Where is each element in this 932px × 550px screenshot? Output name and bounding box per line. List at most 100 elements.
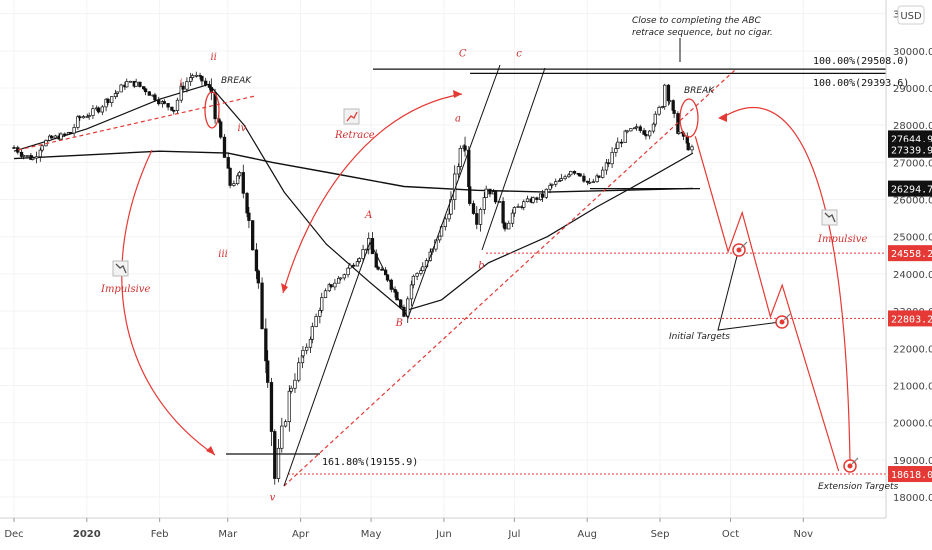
candle-body xyxy=(623,130,627,143)
initial-targets-label: Initial Targets xyxy=(669,332,730,342)
candle-body xyxy=(516,206,520,208)
candle-body xyxy=(329,284,333,288)
extension-arc xyxy=(721,107,851,463)
candle-body xyxy=(557,180,562,183)
wave-label: b xyxy=(478,260,484,271)
candle-body xyxy=(493,191,498,203)
y-tick-label: 18000.0 xyxy=(893,493,932,504)
candle-body xyxy=(482,197,486,210)
candle-body xyxy=(554,181,558,185)
candle-body xyxy=(226,157,230,169)
price-tag-box xyxy=(888,310,932,327)
candle-body xyxy=(305,346,309,351)
candle-body xyxy=(327,284,331,292)
candle-body xyxy=(586,180,590,183)
candle-body xyxy=(601,169,605,178)
candle-body xyxy=(31,157,35,160)
candle-body xyxy=(507,222,511,230)
candle-body xyxy=(198,74,202,77)
candle-body xyxy=(68,132,73,134)
candle-body xyxy=(125,81,129,88)
wave-label: ii xyxy=(210,52,216,63)
candle-body xyxy=(110,96,114,103)
candle-body xyxy=(235,175,240,184)
candle-body xyxy=(625,130,629,133)
y-tick-label: 21000.0 xyxy=(893,381,932,392)
y-tick-label: 25000.0 xyxy=(893,233,932,244)
candle-body xyxy=(219,121,223,138)
ma-slow-line xyxy=(13,150,693,193)
price-tag-box xyxy=(888,141,932,158)
x-tick-label: Apr xyxy=(292,529,310,540)
candle-body xyxy=(544,188,548,198)
candle-body xyxy=(409,284,414,300)
candle-body xyxy=(138,81,142,87)
candle-body xyxy=(29,155,33,160)
price-tag-label: 27644.9 xyxy=(891,134,932,145)
currency-button[interactable] xyxy=(897,5,925,25)
price-tag-label: 27339.9 xyxy=(891,146,932,157)
x-tick-label: Jul xyxy=(507,529,520,540)
candle-body xyxy=(12,147,16,149)
candle-body xyxy=(204,80,208,85)
candle-body xyxy=(318,310,322,317)
candle-body xyxy=(251,220,255,251)
x-tick-label: Dec xyxy=(4,529,23,540)
candle-body xyxy=(648,130,652,137)
candle-body xyxy=(421,266,425,272)
candle-body xyxy=(228,167,232,186)
candle-body xyxy=(616,141,620,149)
retrace-arc xyxy=(282,93,463,294)
candle-body xyxy=(19,151,24,157)
y-tick-label: 19000.0 xyxy=(893,456,932,467)
candle-body xyxy=(634,126,639,129)
candle-body xyxy=(96,107,101,113)
note-line-2: retrace sequence, but no cigar. xyxy=(632,28,773,38)
candle-body xyxy=(415,273,419,277)
impulsive-arc-head xyxy=(206,446,215,455)
candle-body xyxy=(475,213,479,225)
wave-label: A xyxy=(364,210,372,221)
candle-body xyxy=(213,92,217,120)
ma-fast-line xyxy=(13,83,694,312)
candle-body xyxy=(25,155,29,157)
y-tick-label: 20000.0 xyxy=(893,419,932,430)
retrace-trend-icon xyxy=(343,108,360,125)
candle-body xyxy=(672,109,676,114)
time-axis[interactable] xyxy=(0,518,886,550)
candle-body xyxy=(323,290,328,299)
y-tick-label: 28000.0 xyxy=(893,121,932,132)
candle-body xyxy=(563,176,567,180)
time-axis-ticks: Dec 2020 Feb Mar Apr May Jun Jul Aug Sep Oct Nov xyxy=(4,518,813,540)
wave-line-c-small xyxy=(481,67,546,251)
candle-body xyxy=(40,145,44,151)
candle-body xyxy=(443,218,447,228)
wave-label: C xyxy=(459,48,467,59)
candle-body xyxy=(587,181,592,184)
wave-label: c xyxy=(516,48,522,59)
candle-body xyxy=(642,130,646,135)
candle-body xyxy=(559,178,564,181)
candle-body xyxy=(644,134,648,137)
candle-body xyxy=(157,99,161,105)
candle-body xyxy=(269,382,274,432)
candle-body xyxy=(91,108,95,116)
candle-body xyxy=(308,338,313,348)
candle-body xyxy=(478,209,483,225)
candle-body xyxy=(276,447,281,479)
candle-body xyxy=(189,77,193,83)
candle-body xyxy=(337,277,341,284)
candle-body xyxy=(76,116,80,128)
extension-targets-label: Extension Targets xyxy=(818,482,899,492)
candle-body xyxy=(569,171,573,176)
candle-body xyxy=(247,212,251,221)
candle-body xyxy=(300,355,305,364)
impulsive-trend-icon-left xyxy=(112,260,129,277)
candle-body xyxy=(143,88,148,93)
wave-label: v xyxy=(270,493,276,504)
candle-body xyxy=(657,107,661,115)
candle-body xyxy=(166,103,170,108)
